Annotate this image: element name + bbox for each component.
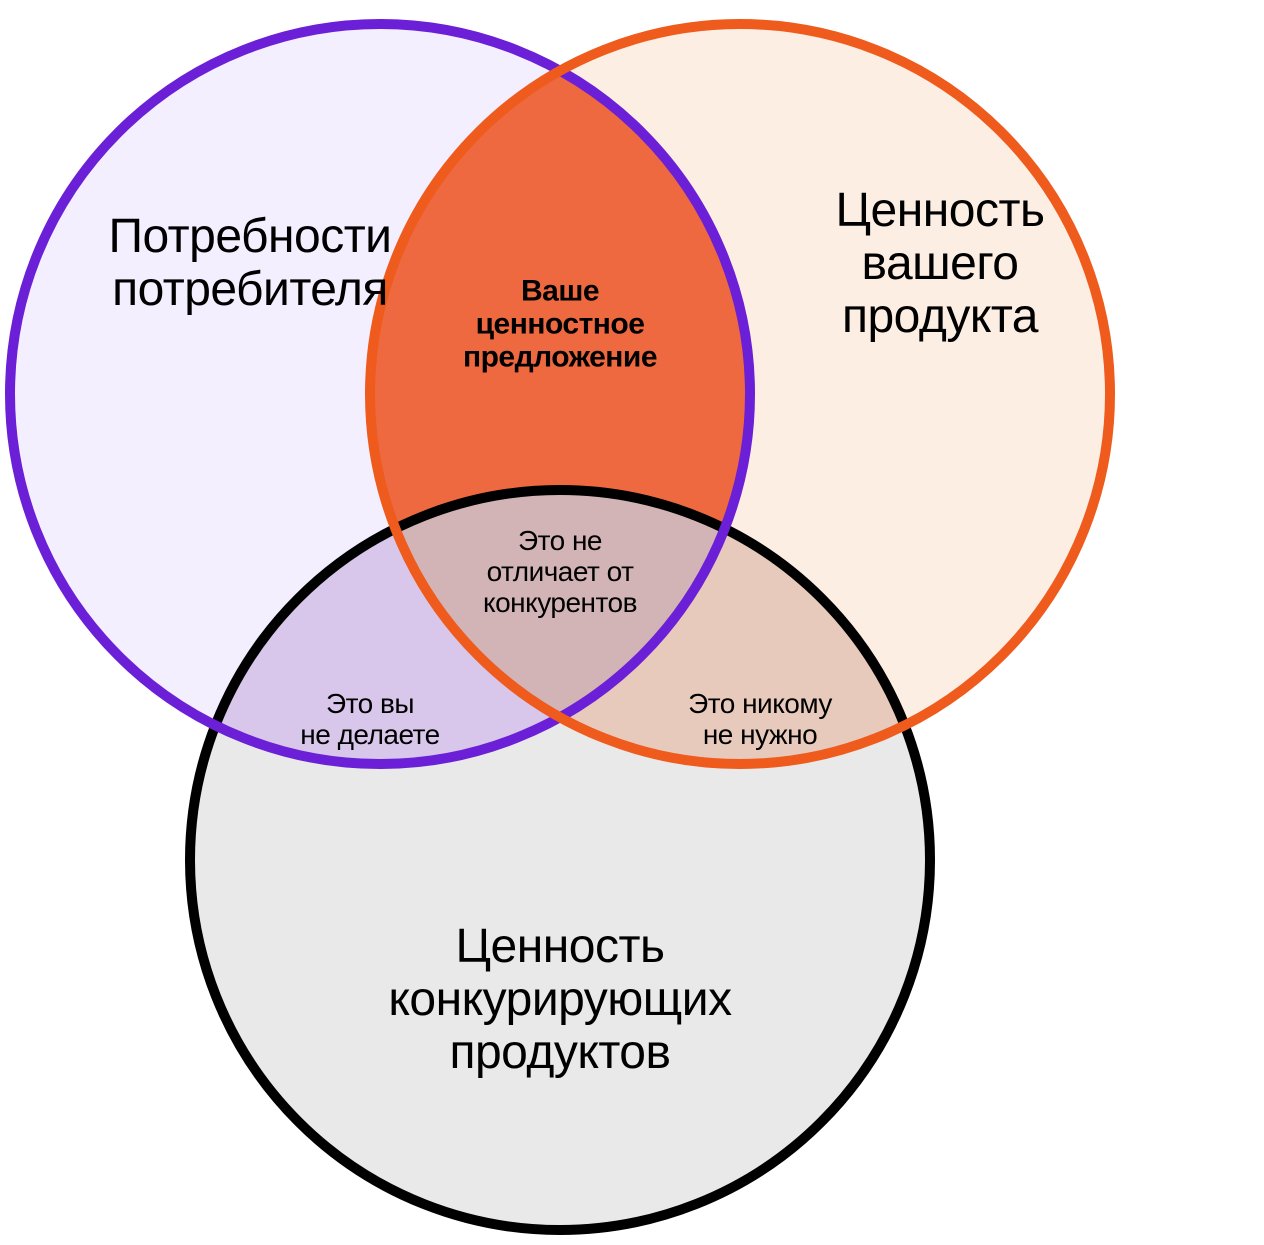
label-nobody-needs: Это никому не нужно (688, 689, 832, 751)
label-no-differentiation: Это не отличает от конкурентов (483, 526, 637, 618)
label-value: Ценность вашего продукта (836, 185, 1045, 343)
venn-diagram: Потребности потребителя Ценность вашего … (0, 0, 1264, 1245)
label-needs: Потребности потребителя (109, 211, 392, 317)
label-you-dont-do: Это вы не делаете (300, 689, 439, 751)
label-value-proposition: Ваше ценностное предложение (463, 275, 657, 374)
label-competitors: Ценность конкурирующих продуктов (388, 921, 731, 1079)
